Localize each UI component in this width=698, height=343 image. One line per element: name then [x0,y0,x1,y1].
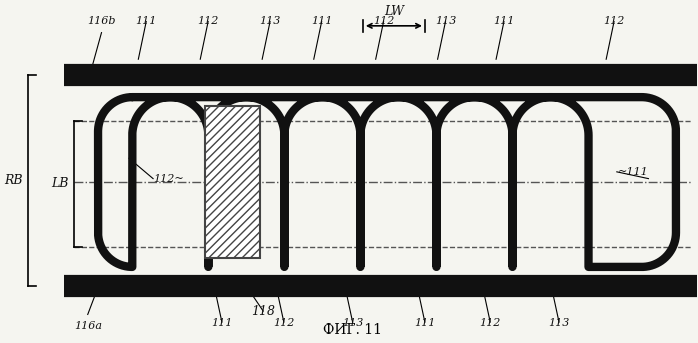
Text: 112: 112 [603,16,625,26]
Text: LW: LW [384,5,404,18]
Text: 111: 111 [211,318,232,328]
Text: 116a: 116a [74,321,102,331]
Text: ~111: ~111 [618,167,648,177]
Text: 113: 113 [260,16,281,26]
Text: 111: 111 [493,16,514,26]
Text: RB: RB [4,174,23,187]
Text: 112: 112 [480,318,501,328]
Text: 118: 118 [251,305,275,318]
Text: 112: 112 [373,16,394,26]
Text: ФИГ. 11: ФИГ. 11 [323,322,382,336]
Text: 112~: 112~ [153,174,184,184]
Text: 113: 113 [435,16,456,26]
Text: 113: 113 [549,318,570,328]
Text: LB: LB [52,177,69,190]
Text: 116b: 116b [87,16,116,26]
Bar [205,106,260,258]
Text: 113: 113 [342,318,363,328]
Text: 112: 112 [198,16,218,26]
Text: 111: 111 [135,16,157,26]
Text: 111: 111 [311,16,332,26]
Text: 111: 111 [414,318,436,328]
Text: 112: 112 [273,318,295,328]
